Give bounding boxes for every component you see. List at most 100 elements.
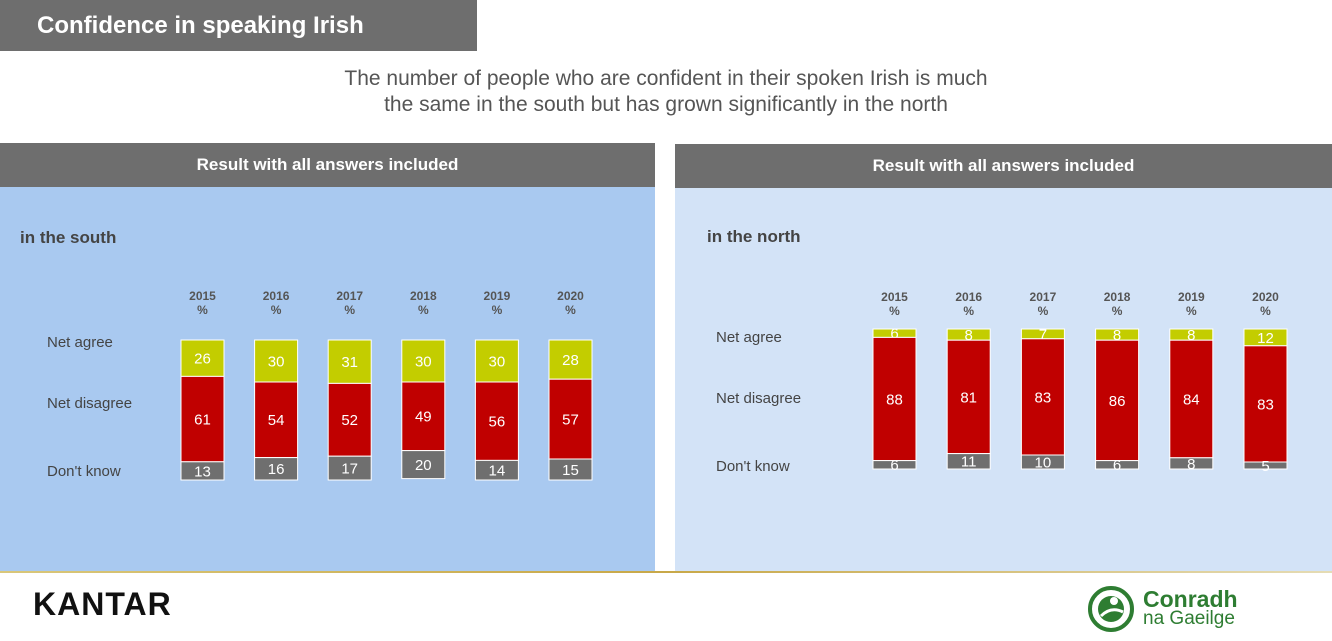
north-year-label: 2015 [881,290,908,304]
north-data-label: 83 [1035,389,1052,406]
north-year-label: 2016 [955,290,982,304]
south-panel-header: Result with all answers included [0,143,655,187]
north-bar-dont-know [1095,460,1140,470]
south-data-label: 30 [415,353,432,370]
south-bar-dont-know [401,450,446,480]
south-data-label: 20 [415,457,432,474]
south-year-label: 2019 [484,289,511,303]
south-bar-disagree [474,381,519,461]
page-title: Confidence in speaking Irish [0,0,477,51]
south-data-label: 17 [341,461,358,478]
north-data-label: 6 [890,457,898,474]
south-bar-agree [401,339,446,383]
north-bar-dont-know [1169,457,1214,470]
south-stacked-bar-chart: in the south Net agree Net disagree Don't k… [20,228,593,481]
south-data-label: 15 [562,462,579,479]
slide-subtitle: The number of people who are confident i… [0,66,1332,118]
north-data-label: 8 [1113,327,1121,344]
south-data-label: 31 [341,354,358,371]
south-bar-disagree [180,375,225,463]
north-data-label: 8 [1187,456,1195,473]
north-unit-label: % [1186,304,1197,318]
kantar-logo: KANTAR [33,586,172,623]
south-year-label: 2015 [189,289,216,303]
south-bar-agree [327,339,372,384]
south-bar-dont-know [254,457,299,481]
north-data-label: 5 [1261,458,1269,475]
north-unit-label: % [889,304,900,318]
south-data-label: 56 [489,414,506,431]
south-data-label: 16 [268,461,285,478]
south-data-label: 26 [194,351,211,368]
south-data-label: 28 [562,352,579,369]
north-year-label: 2019 [1178,290,1205,304]
conradh-logo-line2: na Gaeilge [1143,608,1235,629]
south-unit-label: % [418,303,429,317]
north-bar-dont-know [1020,454,1065,470]
north-data-label: 86 [1109,393,1126,410]
north-data-label: 10 [1035,454,1052,471]
south-data-label: 54 [268,412,285,429]
north-year-label: 2017 [1030,290,1057,304]
south-data-label: 52 [341,412,358,429]
north-row-label: Don't know [716,458,790,475]
south-bar-dont-know [474,459,519,481]
north-data-label: 7 [1039,326,1047,343]
north-bar-disagree [872,336,917,462]
north-data-label: 88 [886,391,903,408]
north-row-label: Net disagree [716,390,801,407]
south-year-label: 2016 [263,289,290,303]
conradh-logo-line1: Conradh [1143,586,1238,612]
south-bar-dont-know [548,458,593,481]
north-row-label: Net agree [716,329,782,346]
south-unit-label: % [344,303,355,317]
south-data-label: 57 [562,412,579,429]
subtitle-line-2: the same in the south but has grown sign… [384,93,948,116]
north-data-label: 84 [1183,391,1200,408]
south-region-label: in the south [20,228,116,247]
south-bar-disagree [401,381,446,452]
north-data-label: 6 [890,326,898,343]
south-bar-agree [548,339,593,380]
north-unit-label: % [1112,304,1123,318]
south-data-label: 14 [489,463,506,480]
south-bar-disagree [254,381,299,459]
south-year-label: 2018 [410,289,437,303]
footer-divider [0,571,1332,573]
south-bar-dont-know [327,455,372,481]
south-data-label: 61 [194,412,211,429]
south-unit-label: % [492,303,503,317]
north-bar-disagree [1243,345,1288,463]
north-bar-dont-know [872,460,917,470]
south-bar-dont-know [180,461,225,481]
north-unit-label: % [1260,304,1271,318]
south-data-label: 13 [194,463,211,480]
south-row-label: Net agree [47,334,113,351]
south-unit-label: % [197,303,208,317]
south-row-label: Don't know [47,463,121,480]
north-bar-disagree [1095,339,1140,462]
north-unit-label: % [1038,304,1049,318]
north-data-label: 8 [965,327,973,344]
south-data-label: 30 [489,353,506,370]
south-bar-agree [180,339,225,377]
south-bar-disagree [548,378,593,460]
south-data-label: 49 [415,409,432,426]
north-data-label: 12 [1257,330,1274,347]
south-row-label: Net disagree [47,395,132,412]
south-chart-panel: Result with all answers included in the … [0,143,655,571]
north-region-label: in the north [707,227,800,246]
south-bar-agree [254,339,299,383]
north-bar-disagree [1020,338,1065,456]
south-bar-agree [474,339,519,383]
north-data-label: 6 [1113,457,1121,474]
conradh-emblem-icon [1088,586,1134,632]
south-year-label: 2020 [557,289,584,303]
north-year-label: 2018 [1104,290,1131,304]
north-data-label: 83 [1257,396,1274,413]
north-data-label: 81 [960,389,977,406]
subtitle-line-1: The number of people who are confident i… [344,67,988,90]
north-data-label: 8 [1187,327,1195,344]
kantar-logo-text: KANTAR [33,586,172,622]
south-unit-label: % [565,303,576,317]
